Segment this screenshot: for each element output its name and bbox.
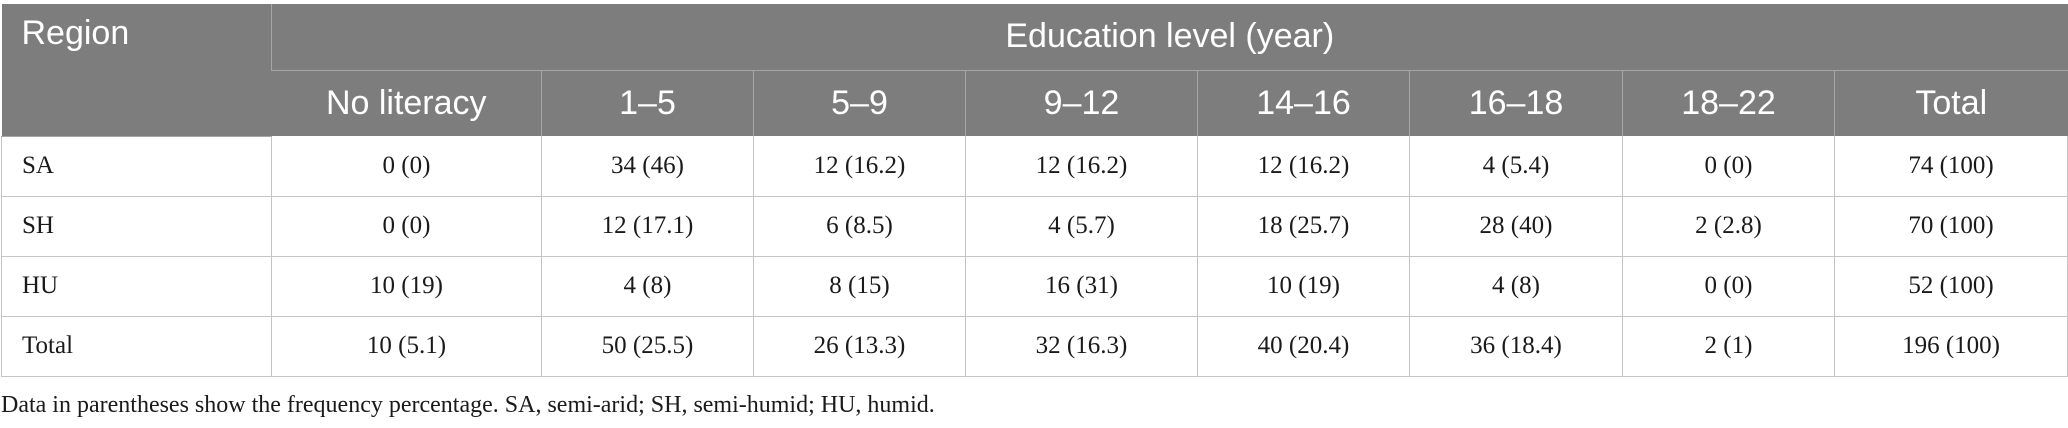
table-row: SA 0 (0) 34 (46) 12 (16.2) 12 (16.2) 12 …: [1, 136, 2068, 197]
education-level-group-header: Education level (year): [270, 4, 2068, 71]
education-level-table: Region Education level (year) No literac…: [1, 4, 2068, 377]
region-column-header: Region: [1, 4, 272, 137]
table-cell: 6 (8.5): [753, 196, 966, 257]
table-cell: 16 (31): [965, 256, 1198, 317]
table-cell: 10 (19): [1197, 256, 1410, 317]
table-cell: 70 (100): [1833, 196, 2068, 257]
table-cell: 28 (40): [1409, 196, 1623, 257]
table-footnote: Data in parentheses show the frequency p…: [1, 392, 935, 418]
column-header-18-22: 18–22: [1622, 70, 1835, 136]
table-cell: 32 (16.3): [965, 316, 1198, 377]
table-cell: 0 (0): [271, 136, 542, 197]
table-cell: 10 (19): [271, 256, 542, 317]
column-header-no-literacy: No literacy: [271, 70, 542, 136]
column-header-14-16: 14–16: [1197, 70, 1410, 136]
column-header-1-5: 1–5: [541, 70, 754, 136]
column-header-total: Total: [1833, 70, 2068, 136]
table-cell: 0 (0): [1622, 136, 1835, 197]
table-cell: 8 (15): [753, 256, 966, 317]
table-cell: 2 (2.8): [1622, 196, 1835, 257]
column-header-16-18: 16–18: [1409, 70, 1623, 136]
table-cell: 0 (0): [1622, 256, 1835, 317]
table-cell: 12 (16.2): [965, 136, 1198, 197]
table-body: SA 0 (0) 34 (46) 12 (16.2) 12 (16.2) 12 …: [1, 136, 2068, 377]
table-cell: 0 (0): [271, 196, 542, 257]
row-label: HU: [1, 256, 272, 317]
table-cell: 36 (18.4): [1409, 316, 1623, 377]
table-cell: 10 (5.1): [271, 316, 542, 377]
table-cell: 196 (100): [1833, 316, 2068, 377]
table-cell: 12 (16.2): [1197, 136, 1410, 197]
row-label: SH: [1, 196, 272, 257]
row-label: SA: [1, 136, 272, 197]
table-cell: 40 (20.4): [1197, 316, 1410, 377]
table-cell: 26 (13.3): [753, 316, 966, 377]
table-row: HU 10 (19) 4 (8) 8 (15) 16 (31) 10 (19) …: [1, 256, 2068, 317]
table-row: SH 0 (0) 12 (17.1) 6 (8.5) 4 (5.7) 18 (2…: [1, 196, 2068, 257]
table-row: Total 10 (5.1) 50 (25.5) 26 (13.3) 32 (1…: [1, 316, 2068, 377]
column-header-9-12: 9–12: [965, 70, 1198, 136]
education-table-container: Region Education level (year) No literac…: [1, 4, 2068, 377]
table-cell: 34 (46): [541, 136, 754, 197]
column-header-5-9: 5–9: [753, 70, 966, 136]
table-cell: 4 (8): [1409, 256, 1623, 317]
table-cell: 52 (100): [1833, 256, 2068, 317]
table-cell: 50 (25.5): [541, 316, 754, 377]
table-cell: 4 (5.4): [1409, 136, 1623, 197]
table-header: Region Education level (year) No literac…: [1, 4, 2068, 137]
row-label: Total: [1, 316, 272, 377]
table-cell: 4 (5.7): [965, 196, 1198, 257]
table-cell: 74 (100): [1833, 136, 2068, 197]
table-cell: 18 (25.7): [1197, 196, 1410, 257]
table-cell: 12 (16.2): [753, 136, 966, 197]
table-cell: 12 (17.1): [541, 196, 754, 257]
table-cell: 2 (1): [1622, 316, 1835, 377]
table-cell: 4 (8): [541, 256, 754, 317]
